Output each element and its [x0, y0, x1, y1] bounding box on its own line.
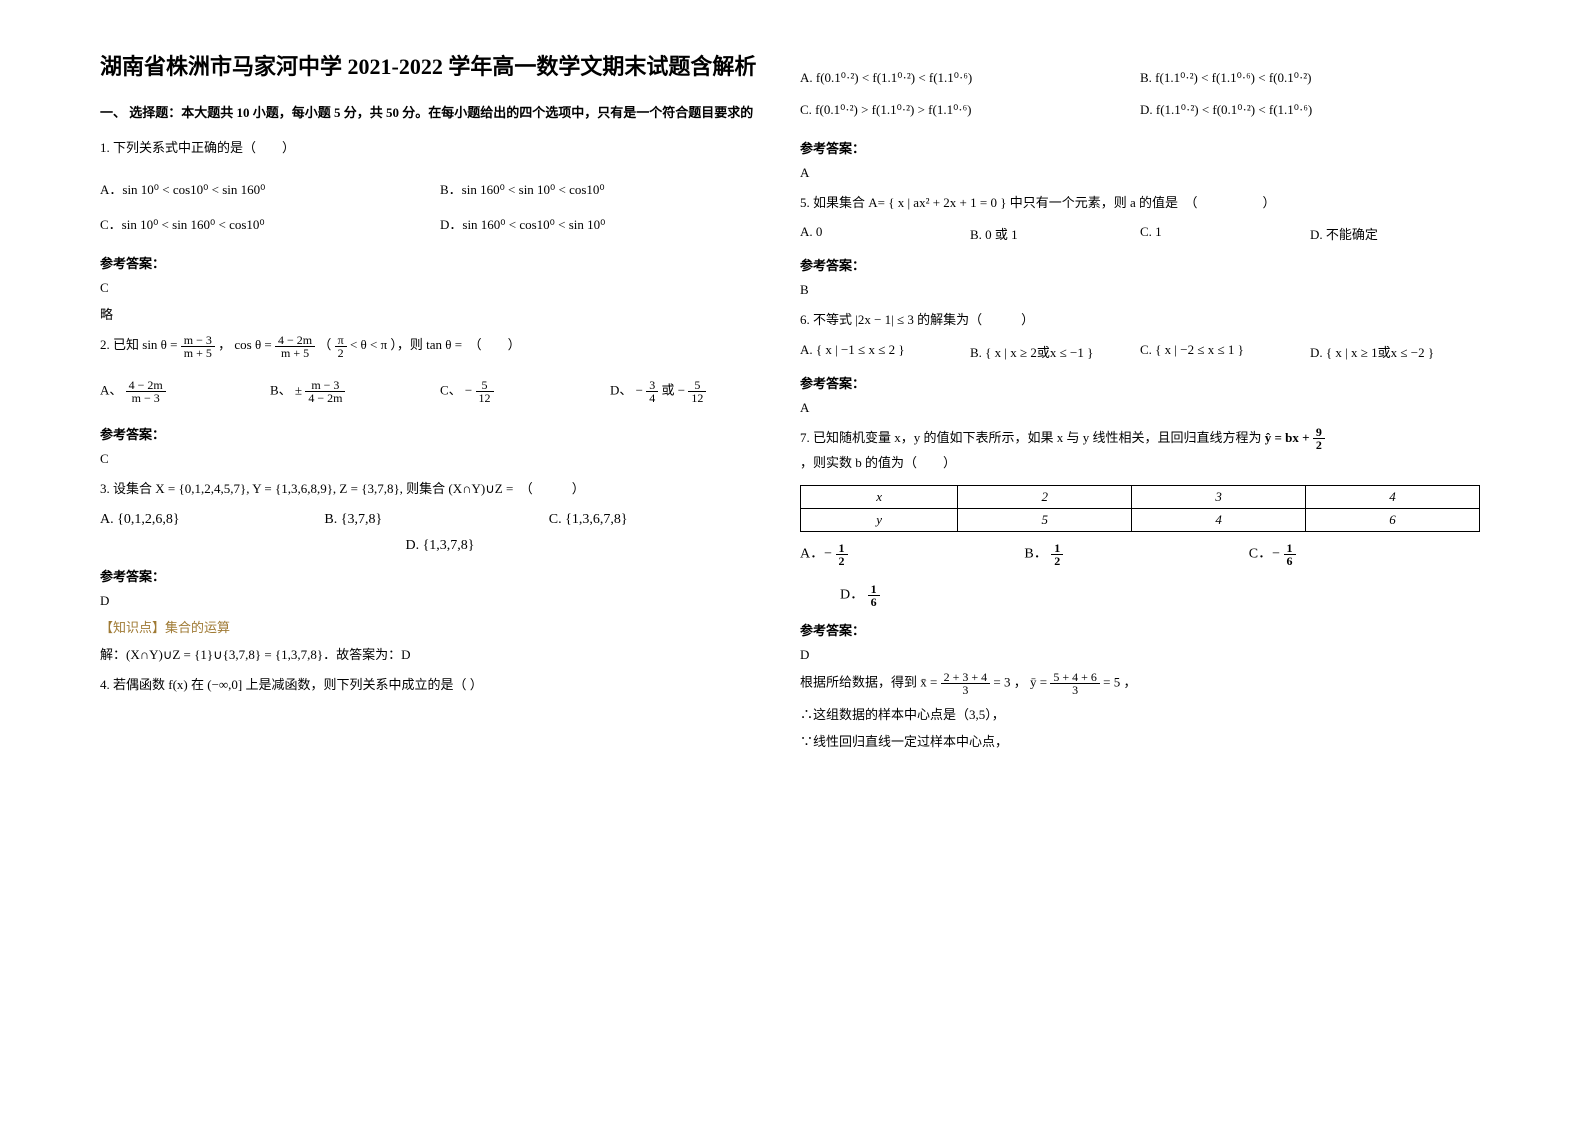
q6-stem: 6. 不等式 |2x − 1| ≤ 3 的解集为（ ） [800, 308, 1480, 331]
q6-opt-a: A. { x | −1 ≤ x ≤ 2 } [800, 342, 970, 361]
q7-table-row-y: y546 [801, 508, 1480, 531]
q4-opt-d: D. f(1.1⁰·²) < f(0.1⁰·²) < f(1.1⁰·⁶) [1140, 102, 1480, 118]
q6-answer: A [800, 400, 1480, 416]
q5-opt-b: B. 0 或 1 [970, 224, 1140, 243]
q7-solution-line1: ∴这组数据的样本中心点是（3,5）， [800, 704, 1480, 723]
q7-eq: ŷ = bx + [1265, 430, 1310, 445]
exam-title: 湖南省株洲市马家河中学 2021-2022 学年高一数学文期末试题含解析 [100, 50, 780, 83]
q1-opt-b: B．sin 160⁰ < sin 10⁰ < cos10⁰ [440, 179, 780, 198]
q5-opt-a: A. 0 [800, 224, 970, 243]
q7-opt-c: C．− 16 [1249, 542, 1473, 567]
q7-solution-line2: ∵线性回归直线一定过样本中心点， [800, 731, 1480, 750]
q7-opt-d: D． 16 [800, 583, 1480, 608]
q6-options: A. { x | −1 ≤ x ≤ 2 } B. { x | x ≥ 2或x ≤… [800, 342, 1480, 361]
q2-cos-num: 4 − 2m [275, 334, 315, 347]
q2-opt-a: A、 4 − 2mm − 3 [100, 379, 270, 404]
q2-range-num: π [335, 334, 347, 347]
q1-options: A．sin 10⁰ < cos10⁰ < sin 160⁰ B．sin 160⁰… [100, 171, 780, 241]
q2-prefix: 2. 已知 [100, 337, 139, 352]
q1-opt-d: D．sin 160⁰ < cos10⁰ < sin 10⁰ [440, 214, 780, 233]
q5-opt-c: C. 1 [1140, 224, 1310, 243]
q3-opt-b: B. {3,7,8} [324, 512, 548, 528]
q4-stem: 4. 若偶函数 f(x) 在 (−∞,0] 上是减函数，则下列关系中成立的是（ … [100, 673, 780, 696]
q1-note: 略 [100, 304, 780, 323]
q6-opt-b: B. { x | x ≥ 2或x ≤ −1 } [970, 342, 1140, 361]
q2-sin-num: m − 3 [181, 334, 215, 347]
left-column: 湖南省株洲市马家河中学 2021-2022 学年高一数学文期末试题含解析 一、 … [90, 50, 790, 758]
q2-cos-den: m + 5 [275, 347, 315, 359]
q3-answer: D [100, 593, 780, 609]
q5-answer-label: 参考答案： [800, 255, 1480, 274]
q4-answer: A [800, 165, 1480, 181]
section-instruction: 一、 选择题：本大题共 10 小题，每小题 5 分，共 50 分。在每小题给出的… [100, 103, 780, 124]
q3-answer-label: 参考答案： [100, 566, 780, 585]
q2-opt-b: B、 ± m − 34 − 2m [270, 379, 440, 404]
q3-options: A. {0,1,2,6,8} B. {3,7,8} C. {1,3,6,7,8}… [100, 512, 780, 554]
q3-solution: 解：(X∩Y)∪Z = {1}∪{3,7,8} = {1,3,7,8}．故答案为… [100, 644, 780, 663]
q3-stem: 3. 设集合 X = {0,1,2,4,5,7}, Y = {1,3,6,8,9… [100, 477, 780, 500]
q2-answer-label: 参考答案： [100, 424, 780, 443]
q1-opt-c: C．sin 10⁰ < sin 160⁰ < cos10⁰ [100, 214, 440, 233]
q1-opt-a: A．sin 10⁰ < cos10⁰ < sin 160⁰ [100, 179, 440, 198]
q4-opt-a: A. f(0.1⁰·²) < f(1.1⁰·²) < f(1.1⁰·⁶) [800, 70, 1140, 86]
q6-opt-c: C. { x | −2 ≤ x ≤ 1 } [1140, 342, 1310, 361]
q2-answer: C [100, 451, 780, 467]
q7-table: x234 y546 [800, 485, 1480, 532]
q7-stem-suffix: ，则实数 b 的值为（ ） [800, 455, 956, 470]
q5-options: A. 0 B. 0 或 1 C. 1 D. 不能确定 [800, 224, 1480, 243]
q7-solution-line0: 根据所给数据，得到 x̄ = 2 + 3 + 43 = 3 ， ȳ = 5 + … [800, 671, 1480, 696]
q3-knowledge: 【知识点】集合的运算 [100, 617, 780, 636]
q5-opt-d: D. 不能确定 [1310, 224, 1480, 243]
q4-answer-label: 参考答案： [800, 138, 1480, 157]
q4-opt-b: B. f(1.1⁰·²) < f(1.1⁰·⁶) < f(0.1⁰·²) [1140, 70, 1480, 86]
q2-opt-d: D、 − 34 或 − 512 [610, 379, 780, 404]
q7-stem-prefix: 7. 已知随机变量 x，y 的值如下表所示，如果 x 与 y 线性相关，且回归直… [800, 430, 1262, 445]
q2-opt-c: C、 − 512 [440, 379, 610, 404]
q7-table-row-x: x234 [801, 485, 1480, 508]
q7-stem: 7. 已知随机变量 x，y 的值如下表所示，如果 x 与 y 线性相关，且回归直… [800, 426, 1480, 475]
q7-options: A．− 12 B． 12 C．− 16 D． 16 [800, 542, 1480, 608]
q2-range-tail: < θ < π ），则 tan θ = （ ） [350, 337, 521, 352]
q7-answer-label: 参考答案： [800, 620, 1480, 639]
q3-opt-a: A. {0,1,2,6,8} [100, 512, 324, 528]
q2-sin-den: m + 5 [181, 347, 215, 359]
q2-range-den: 2 [335, 347, 347, 359]
q7-opt-a: A．− 12 [800, 542, 1024, 567]
q1-stem: 1. 下列关系式中正确的是（ ） [100, 136, 780, 159]
q4-opt-c: C. f(0.1⁰·²) > f(1.1⁰·²) > f(1.1⁰·⁶) [800, 102, 1140, 118]
q6-answer-label: 参考答案： [800, 373, 1480, 392]
q3-opt-c: C. {1,3,6,7,8} [549, 512, 773, 528]
q1-answer-label: 参考答案： [100, 253, 780, 272]
q5-answer: B [800, 282, 1480, 298]
q7-answer: D [800, 647, 1480, 663]
q1-answer: C [100, 280, 780, 296]
exam-page: 湖南省株洲市马家河中学 2021-2022 学年高一数学文期末试题含解析 一、 … [0, 0, 1587, 788]
q5-stem: 5. 如果集合 A= { x | ax² + 2x + 1 = 0 } 中只有一… [800, 191, 1480, 214]
q3-opt-d: D. {1,3,7,8} [100, 538, 780, 554]
q6-opt-d: D. { x | x ≥ 1或x ≤ −2 } [1310, 342, 1480, 361]
q7-opt-b: B． 12 [1024, 542, 1248, 567]
right-column: A. f(0.1⁰·²) < f(1.1⁰·²) < f(1.1⁰·⁶) B. … [790, 50, 1490, 758]
q2-options: A、 4 − 2mm − 3 B、 ± m − 34 − 2m C、 − 512… [100, 371, 780, 412]
q2-stem: 2. 已知 sin θ = m − 3m + 5 ， cos θ = 4 − 2… [100, 333, 780, 359]
q4-options: A. f(0.1⁰·²) < f(1.1⁰·²) < f(1.1⁰·⁶) B. … [800, 62, 1480, 126]
